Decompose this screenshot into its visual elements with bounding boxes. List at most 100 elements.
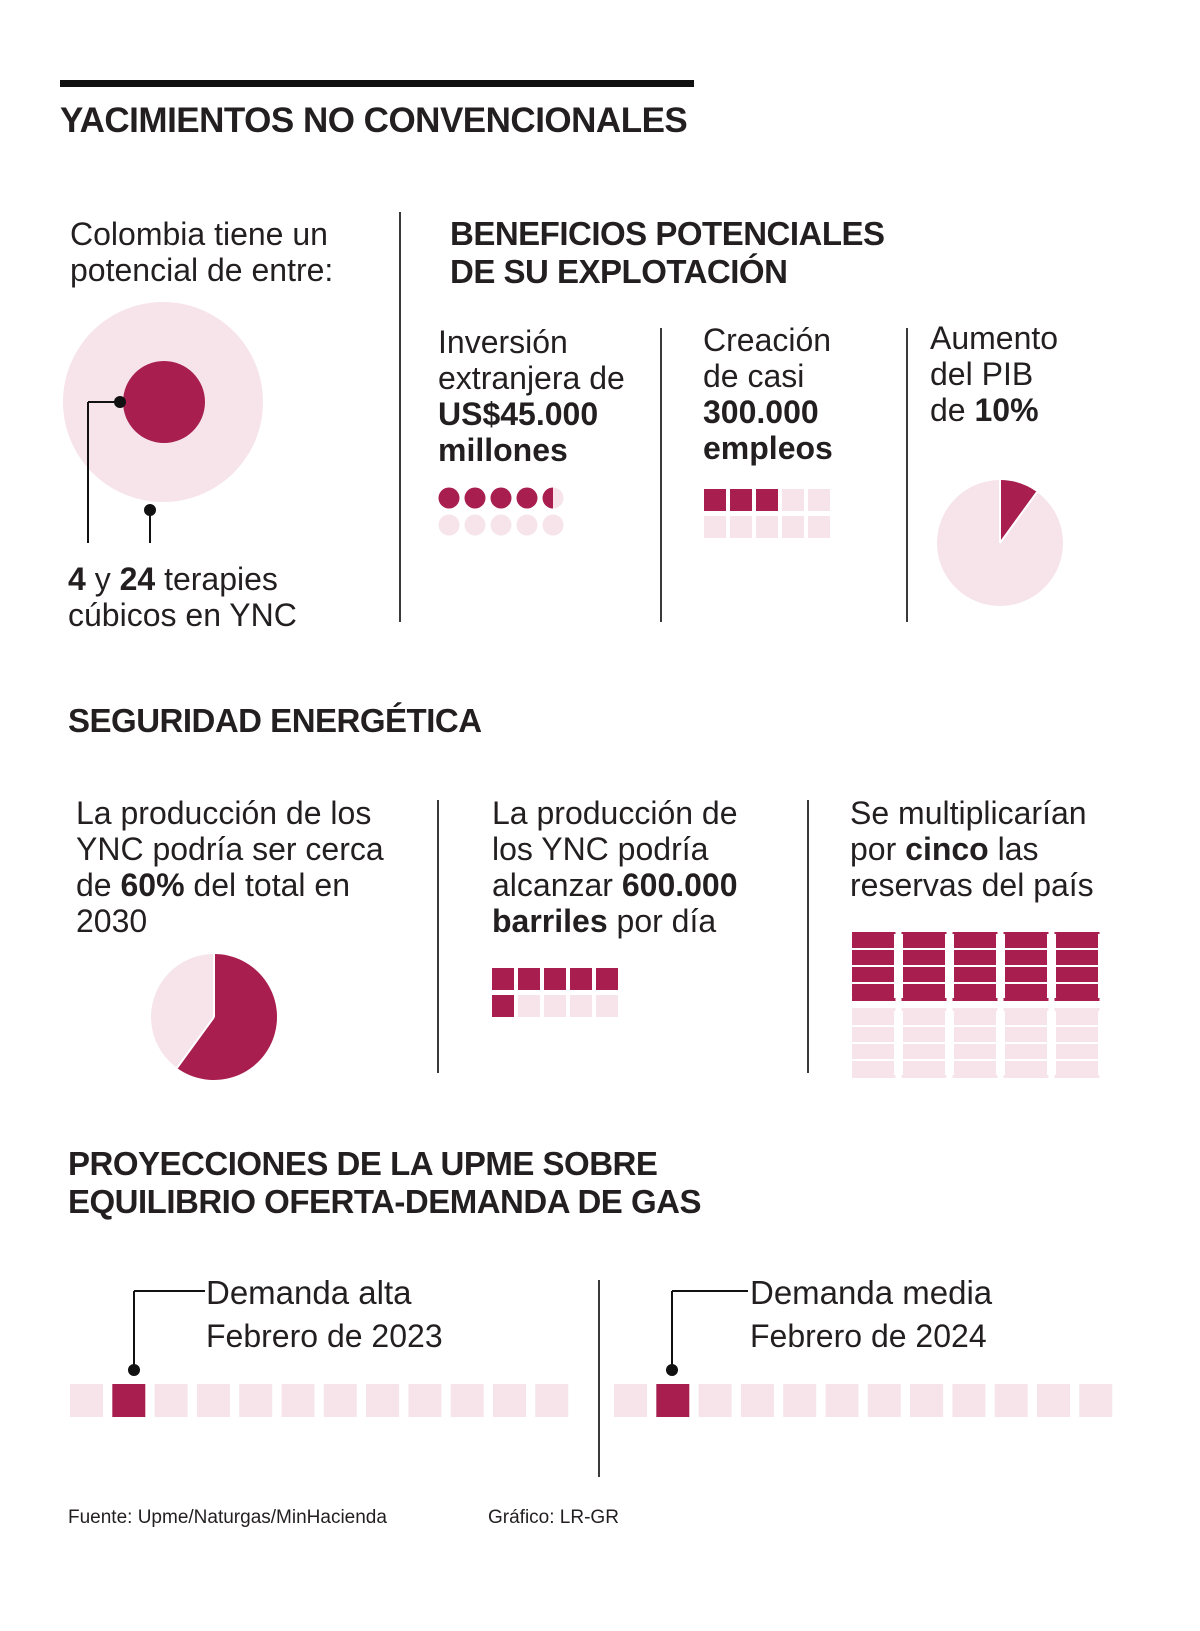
projections-title-line2: EQUILIBRIO OFERTA-DEMANDA DE GAS — [68, 1183, 702, 1220]
divider-2 — [660, 328, 662, 622]
share-text: La producción de los YNC podría ser cerc… — [76, 795, 384, 939]
jobs-square — [704, 489, 726, 511]
barrel-empty — [952, 1008, 998, 1078]
production-line1: La producción de — [492, 795, 738, 831]
investment-dot — [516, 514, 538, 536]
barrel-filled — [852, 932, 896, 1001]
high-demand-label: Demanda alta — [206, 1274, 412, 1311]
high-demand-date: Febrero de 2023 — [206, 1318, 443, 1354]
potential-intro-line2: potencial de entre: — [70, 252, 334, 288]
investment-line2: extranjera de — [438, 360, 625, 396]
high-demand-month — [196, 1384, 230, 1417]
medium-demand-month — [614, 1384, 647, 1417]
barrel-empty — [1054, 1008, 1100, 1078]
production-square — [518, 968, 540, 990]
jobs-text: Creación de casi 300.000 empleos — [703, 322, 833, 466]
high-demand-month — [535, 1384, 569, 1417]
production-square — [544, 968, 566, 990]
medium-demand-month — [656, 1384, 690, 1417]
medium-demand-month — [825, 1384, 859, 1417]
production-square — [596, 995, 618, 1017]
share-year: 2030 — [76, 903, 148, 939]
gdp-line1: Aumento — [930, 320, 1059, 356]
high-demand-leader — [128, 1290, 205, 1376]
investment-line1: Inversión — [438, 324, 568, 360]
medium-demand-month-strip — [614, 1384, 1113, 1417]
projections-title-line1: PROYECCIONES DE LA UPME SOBRE — [68, 1145, 658, 1182]
high-demand-month — [239, 1384, 273, 1417]
barrel-empty — [852, 1008, 896, 1078]
source-note: Fuente: Upme/Naturgas/MinHacienda — [68, 1507, 387, 1528]
header-rule — [60, 80, 694, 87]
medium-demand-month — [740, 1384, 774, 1417]
share-value: 60% — [120, 867, 185, 903]
jobs-unit: empleos — [703, 430, 833, 466]
investment-text: Inversión extranjera de US$45.000 millon… — [438, 324, 625, 468]
high-demand-month — [281, 1384, 315, 1417]
potential-connector: y — [94, 561, 111, 597]
share-pie — [151, 954, 277, 1080]
potential-intro-line1: Colombia tiene un — [70, 216, 328, 252]
potential-low-value: 4 — [68, 561, 86, 597]
divider-3 — [906, 328, 908, 622]
medium-demand-month — [1037, 1384, 1070, 1417]
investment-dot — [438, 514, 460, 536]
barrel-filled — [901, 932, 947, 1001]
jobs-square — [730, 516, 752, 538]
potential-low-dot — [114, 396, 126, 408]
share-prefix: de — [76, 867, 112, 903]
investment-value: US$45.000 — [438, 396, 599, 432]
high-demand-month — [323, 1384, 357, 1417]
benefits-title-line1: BENEFICIOS POTENCIALES — [450, 215, 885, 252]
high-demand-month — [154, 1384, 188, 1417]
high-demand-month-strip — [70, 1384, 569, 1417]
share-pie-slice — [176, 954, 277, 1080]
jobs-square — [730, 489, 752, 511]
production-text: La producción de los YNC podría alcanzar… — [492, 795, 738, 939]
production-square — [596, 968, 618, 990]
production-square — [570, 995, 592, 1017]
medium-demand-month — [994, 1384, 1028, 1417]
medium-demand-month — [1079, 1384, 1113, 1417]
barrel-empty — [901, 1008, 947, 1078]
gdp-value: 10% — [974, 392, 1039, 428]
high-demand-month — [70, 1384, 103, 1417]
jobs-line2: de casi — [703, 358, 805, 394]
share-line2: YNC podría ser cerca — [76, 831, 384, 867]
investment-dot-filled — [490, 487, 512, 509]
production-square — [544, 995, 566, 1017]
potential-unit: terapies — [164, 561, 278, 597]
production-square — [492, 995, 514, 1017]
barrel-empty — [1003, 1008, 1049, 1078]
production-unit: barriles — [492, 903, 608, 939]
gdp-line2: del PIB — [930, 356, 1034, 392]
potential-unit-line2: cúbicos en YNC — [68, 597, 297, 633]
gdp-text: Aumento del PIB de 10% — [930, 320, 1058, 428]
medium-demand-month — [910, 1384, 944, 1417]
medium-demand-month — [867, 1384, 901, 1417]
reserves-value: cinco — [905, 831, 989, 867]
production-suffix: por día — [616, 903, 717, 939]
reserves-suffix: las — [997, 831, 1039, 867]
potential-high-dot — [144, 504, 156, 516]
medium-demand-month — [698, 1384, 732, 1417]
barrel-filled — [952, 932, 998, 1001]
investment-dot — [542, 514, 564, 536]
benefits-title: BENEFICIOS POTENCIALES DE SU EXPLOTACIÓN — [450, 215, 885, 291]
divider-1 — [399, 212, 401, 622]
potential-low-circle — [123, 361, 205, 443]
investment-dot-filled — [516, 487, 538, 509]
high-demand-month — [112, 1384, 146, 1417]
share-line1: La producción de los — [76, 795, 372, 831]
investment-dot — [464, 514, 486, 536]
investment-dot-partial — [542, 487, 553, 509]
benefits-title-line2: DE SU EXPLOTACIÓN — [450, 253, 788, 290]
reserves-prefix: por — [850, 831, 897, 867]
potential-values: 4 y 24 terapies cúbicos en YNC — [68, 561, 297, 633]
jobs-value: 300.000 — [703, 394, 819, 430]
potential-circles — [63, 302, 263, 543]
jobs-square-grid — [704, 489, 830, 538]
high-demand-month — [408, 1384, 442, 1417]
divider-4 — [437, 800, 439, 1073]
jobs-square — [808, 489, 830, 511]
